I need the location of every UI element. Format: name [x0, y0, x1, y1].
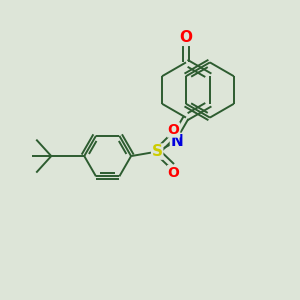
Text: O: O	[179, 30, 193, 45]
Text: O: O	[168, 166, 180, 180]
Text: N: N	[170, 134, 183, 148]
Text: O: O	[168, 123, 180, 137]
Text: S: S	[152, 144, 163, 159]
